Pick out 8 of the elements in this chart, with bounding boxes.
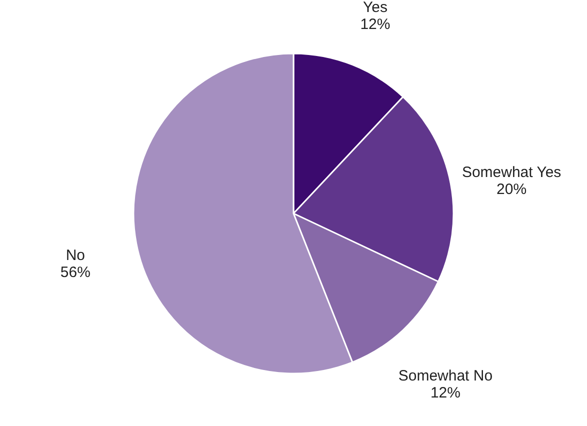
data-label: 20% (496, 180, 527, 198)
slice-label: Somewhat Yes (462, 164, 562, 181)
data-label: 12% (360, 16, 390, 34)
slice-label: Somewhat No (398, 367, 493, 384)
slice-label: No (66, 247, 86, 264)
data-label: 12% (430, 384, 460, 402)
slice-label: Yes (362, 0, 388, 16)
data-label: 56% (60, 264, 90, 282)
